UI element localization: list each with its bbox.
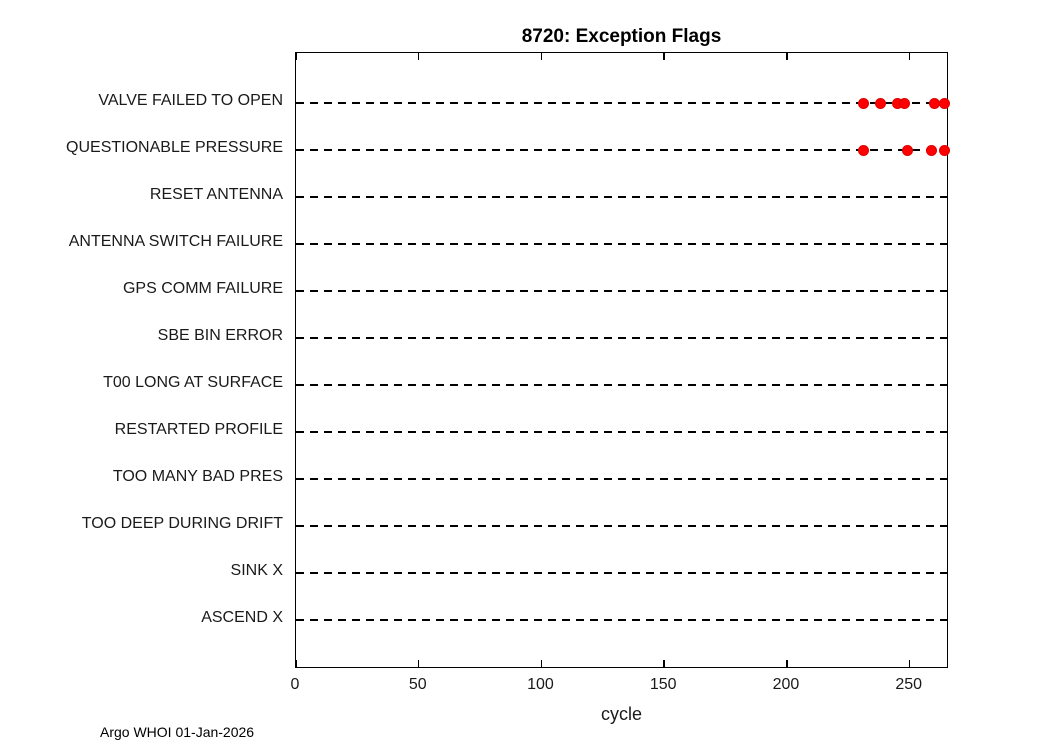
data-point — [901, 144, 913, 156]
row-line — [296, 102, 947, 104]
data-point — [857, 97, 869, 109]
category-label: ASCEND X — [201, 609, 283, 626]
row-line — [296, 290, 947, 292]
category-label: SINK X — [230, 562, 283, 579]
chart-title: 8720: Exception Flags — [521, 26, 722, 47]
x-axis-tick — [417, 660, 420, 667]
x-axis-tick — [663, 53, 665, 60]
x-axis-tick — [908, 53, 911, 60]
row-line — [296, 525, 947, 527]
row-line — [296, 243, 947, 245]
category-label: GPS COMM FAILURE — [122, 280, 283, 297]
data-point — [857, 144, 869, 156]
x-tick-label: 0 — [290, 676, 300, 693]
row-line — [296, 478, 947, 480]
x-tick-label: 150 — [649, 676, 677, 693]
row-line — [296, 196, 947, 198]
data-point — [899, 97, 911, 109]
row-line — [296, 431, 947, 433]
category-label: SBE BIN ERROR — [157, 327, 283, 344]
x-axis-tick — [540, 53, 543, 60]
x-axis-tick — [786, 53, 788, 60]
data-point — [938, 97, 950, 109]
x-axis-tick — [908, 660, 911, 667]
category-label: QUESTIONABLE PRESSURE — [66, 139, 283, 156]
x-axis-tick — [295, 53, 297, 60]
data-point — [874, 97, 886, 109]
x-axis-tick — [417, 53, 420, 60]
x-tick-label: 200 — [772, 676, 800, 693]
row-line — [296, 149, 947, 151]
x-axis-label: cycle — [600, 704, 642, 724]
x-axis-tick — [786, 660, 788, 667]
category-label: TOO DEEP DURING DRIFT — [81, 515, 283, 532]
row-line — [296, 384, 947, 386]
x-axis-tick — [663, 660, 665, 667]
category-label: T00 LONG AT SURFACE — [103, 374, 283, 391]
x-axis-tick — [295, 660, 297, 667]
data-point — [926, 144, 938, 156]
category-label: VALVE FAILED TO OPEN — [98, 92, 283, 109]
category-label: RESTARTED PROFILE — [114, 421, 283, 438]
x-tick-label: 250 — [895, 676, 923, 693]
row-line — [296, 572, 947, 574]
row-line — [296, 619, 947, 621]
data-point — [938, 144, 950, 156]
x-tick-label: 50 — [408, 676, 427, 693]
x-axis-tick — [540, 660, 543, 667]
category-label: RESET ANTENNA — [149, 186, 283, 203]
category-label: ANTENNA SWITCH FAILURE — [68, 233, 283, 250]
plot-area — [295, 52, 950, 668]
category-label: TOO MANY BAD PRES — [112, 468, 283, 485]
row-line — [296, 337, 947, 339]
footer-annotation: Argo WHOI 01-Jan-2026 — [100, 724, 255, 740]
x-tick-label: 100 — [527, 676, 554, 693]
